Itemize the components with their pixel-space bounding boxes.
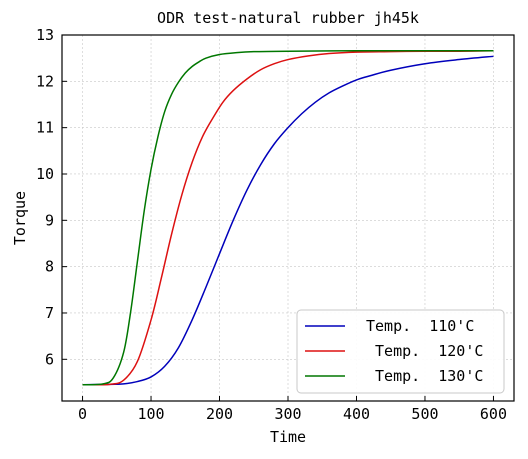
y-axis-label: Torque: [11, 191, 29, 245]
x-axis-label: Time: [270, 428, 306, 446]
x-tick-label: 300: [274, 405, 301, 423]
x-tick-label: 0: [78, 405, 87, 423]
x-tick-label: 400: [343, 405, 370, 423]
series-lines: [82, 49, 494, 386]
chart-title: ODR test-natural rubber jh45k: [157, 9, 419, 27]
y-tick-label: 7: [45, 304, 54, 322]
y-tick-label: 6: [45, 350, 54, 368]
x-tick-label: 200: [206, 405, 233, 423]
x-tick-label: 600: [480, 405, 507, 423]
y-tick-label: 13: [36, 26, 54, 44]
series-line-2: [82, 49, 494, 386]
y-tick-label: 10: [36, 165, 54, 183]
series-line-1: [82, 50, 494, 386]
x-tick-label: 100: [137, 405, 164, 423]
legend-box: [296, 309, 505, 394]
series-line-0: [82, 55, 494, 386]
y-tick-label: 12: [36, 72, 54, 90]
legend-label-120: Temp. 120'C: [366, 342, 483, 360]
y-tick-label: 9: [45, 211, 54, 229]
legend-label-110: Temp. 110'C: [366, 317, 474, 335]
legend: Temp. 110'C Temp. 120'C Temp. 130'C: [296, 309, 505, 394]
y-tick-label: 8: [45, 258, 54, 276]
legend-label-130: Temp. 130'C: [366, 367, 483, 385]
axis-ticks: 0 100 200 300 400 500 600 6 7 8 9 10 11 12 13: [36, 26, 507, 423]
x-tick-label: 500: [411, 405, 438, 423]
y-tick-label: 11: [36, 119, 54, 137]
